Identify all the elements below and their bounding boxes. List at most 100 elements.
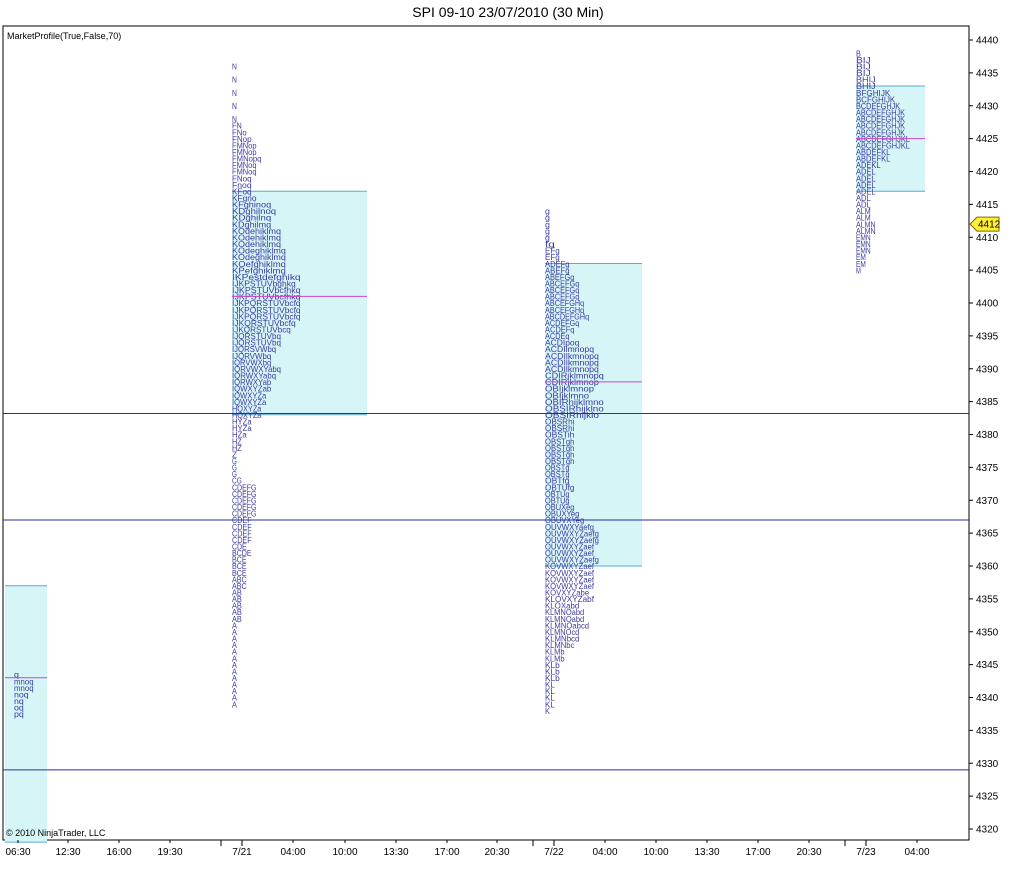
tpo-row: ABCEFGq bbox=[545, 285, 579, 295]
tpo-row: AB bbox=[232, 614, 242, 624]
tpo-row: KLb bbox=[545, 673, 560, 683]
tpo-row: KL bbox=[545, 686, 555, 696]
x-tick-label: 20:30 bbox=[484, 847, 509, 858]
tpo-row: ALMN bbox=[856, 219, 876, 229]
tpo-row: ABC bbox=[232, 581, 247, 591]
x-tick-label: 16:00 bbox=[106, 847, 131, 858]
tpo-row: BIJ bbox=[856, 62, 871, 72]
tpo-row: ACDIlmnopq bbox=[545, 344, 594, 354]
y-tick-label: 4430 bbox=[976, 101, 999, 112]
tpo-row: BFGHIJK bbox=[856, 88, 891, 98]
tpo-row: ABCEFGHq bbox=[545, 305, 584, 315]
tpo-row: HQXYZa bbox=[232, 410, 262, 420]
tpo-row: fg bbox=[545, 239, 555, 249]
tpo-row: KOVWXYZaef bbox=[545, 561, 595, 571]
chart-title: SPI 09-10 23/07/2010 (30 Min) bbox=[412, 4, 603, 20]
y-tick-label: 4365 bbox=[976, 529, 999, 540]
tpo-row: ABC bbox=[232, 574, 247, 584]
tpo-row: OBIjklmno bbox=[545, 390, 589, 400]
x-tick-label: 7/22 bbox=[544, 847, 564, 858]
tpo-row: FN bbox=[232, 121, 242, 131]
tpo-row: ACDIlkmnopq bbox=[545, 364, 599, 374]
x-tick-label: 17:00 bbox=[434, 847, 459, 858]
tpo-row: CDEF bbox=[232, 522, 252, 532]
y-tick-label: 4360 bbox=[976, 562, 999, 573]
tpo-row: ACDIpoq bbox=[545, 338, 580, 348]
tpo-row: KFgno bbox=[232, 193, 257, 203]
tpo-row: ADEL bbox=[856, 167, 876, 177]
tpo-row: IQRVWXYabq bbox=[232, 364, 281, 374]
tpo-row: AB bbox=[232, 594, 242, 604]
tpo-row: IJKPSTUVbghkq bbox=[232, 278, 296, 288]
tpo-row: OBSTgh bbox=[545, 443, 575, 453]
y-tick-label: 4415 bbox=[976, 200, 999, 211]
tpo-row: FMNop bbox=[232, 140, 257, 150]
tpo-row: BCDE bbox=[232, 548, 252, 558]
tpo-row: OBSTg bbox=[545, 463, 570, 473]
y-tick-label: 4425 bbox=[976, 134, 999, 145]
x-tick-label: 12:30 bbox=[55, 847, 80, 858]
x-tick-label: 13:30 bbox=[694, 847, 719, 858]
x-tick-label: 10:00 bbox=[332, 847, 357, 858]
tpo-row: CDEFG bbox=[232, 482, 257, 492]
y-tick-label: 4345 bbox=[976, 660, 999, 671]
tpo-row: ABDEFKL bbox=[856, 154, 890, 164]
tpo-row: ADEFg bbox=[545, 259, 570, 269]
tpo-row: OBSIRhijklno bbox=[545, 403, 604, 413]
tpo-row: B bbox=[856, 48, 861, 58]
tpo-row: OBTUg bbox=[545, 495, 570, 505]
tpo-row: OUVWXYZaefg bbox=[545, 555, 599, 565]
tpo-row: KLb bbox=[545, 660, 560, 670]
tpo-row: OUVWXYZaef bbox=[545, 548, 595, 558]
tpo-row: A bbox=[232, 627, 237, 637]
tpo-row: ABCDEFGHJK bbox=[856, 127, 905, 137]
tpo-row: AB bbox=[232, 601, 242, 611]
y-tick-label: 4395 bbox=[976, 331, 999, 342]
tpo-row: OBSTgh bbox=[545, 436, 575, 446]
tpo-row: A bbox=[232, 693, 237, 703]
tpo-row: HQXYZa bbox=[232, 403, 262, 413]
tpo-row: K bbox=[545, 706, 550, 716]
tpo-row: ADL bbox=[856, 193, 871, 203]
tpo-row: KOVWXYZaef bbox=[545, 574, 595, 584]
y-tick-label: 4330 bbox=[976, 759, 999, 770]
tpo-row: BHIJ bbox=[856, 81, 876, 91]
indicator-label: MarketProfile(True,False,70) bbox=[7, 31, 121, 41]
tpo-row: BHIJ bbox=[856, 75, 876, 85]
last-price-marker bbox=[969, 216, 1000, 232]
tpo-row: N bbox=[232, 62, 237, 72]
tpo-row: ALM bbox=[856, 213, 871, 223]
tpo-row: AB bbox=[232, 588, 242, 598]
x-tick-label: 04:00 bbox=[592, 847, 617, 858]
tpo-row: BCE bbox=[232, 561, 247, 571]
tpo-row: BCE bbox=[232, 555, 247, 565]
tpo-row: OBSTgh bbox=[545, 456, 575, 466]
y-tick-label: 4440 bbox=[976, 36, 999, 47]
tpo-row: noq bbox=[14, 689, 29, 699]
tpo-row: OBSTgh bbox=[545, 449, 575, 459]
tpo-row: ABDEFKL bbox=[856, 147, 890, 157]
tpo-row: CDIRjklmnopq bbox=[545, 371, 604, 381]
tpo-row: A bbox=[232, 660, 237, 670]
tpo-row: CG bbox=[232, 476, 242, 486]
tpo-row: ABCDEFGHJK bbox=[856, 108, 905, 118]
tpo-row: N bbox=[232, 114, 237, 124]
tpo-row: KFghinoq bbox=[232, 200, 271, 210]
tpo-row: oq bbox=[14, 703, 24, 713]
tpo-row: IJKPSTUVbcfhkq bbox=[232, 285, 301, 295]
tpo-row: FMNop bbox=[232, 147, 257, 157]
tpo-row: ABCDEFGHJKL bbox=[856, 140, 910, 150]
y-tick-label: 4340 bbox=[976, 693, 999, 704]
tpo-row: ADEKL bbox=[856, 160, 881, 170]
tpo-row: N bbox=[232, 88, 237, 98]
tpo-row: A bbox=[232, 673, 237, 683]
tpo-row: CDEF bbox=[232, 535, 252, 545]
tpo-row: CDE bbox=[232, 541, 247, 551]
y-tick-label: 4375 bbox=[976, 463, 999, 474]
tpo-row: IJQRSTUVbq bbox=[232, 331, 281, 341]
tpo-row: ADEL bbox=[856, 180, 876, 190]
tpo-row: IKPestdefghikq bbox=[232, 272, 301, 282]
tpo-row: IJKPQRSTUVbcfq bbox=[232, 298, 301, 308]
